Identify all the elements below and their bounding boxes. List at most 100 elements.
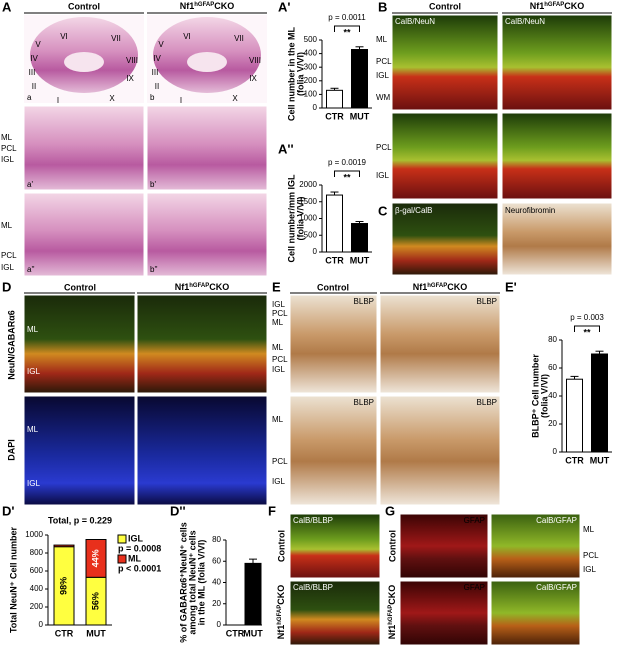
label: II — [155, 82, 159, 91]
label: hGFAP — [277, 605, 283, 625]
label: 400 — [304, 49, 318, 58]
label: b — [150, 93, 155, 102]
label: b' — [150, 180, 156, 189]
label: a'' — [27, 265, 35, 274]
label: Cell number in the ML — [286, 27, 296, 122]
label: X — [232, 94, 238, 103]
label: CKO — [209, 282, 229, 292]
micrograph — [136, 395, 268, 506]
label: CTR — [226, 628, 245, 638]
micrograph — [23, 395, 136, 506]
label: ML — [128, 553, 141, 563]
mutant-label: Nf1hGFAPCKO — [387, 585, 397, 640]
label: PCL — [272, 355, 288, 364]
label: PCL — [272, 457, 288, 466]
label: VII — [111, 34, 121, 43]
label: in the ML (folia V/VI) — [196, 540, 206, 626]
label: Control — [387, 530, 397, 562]
label: IGL — [376, 171, 389, 180]
label: Control — [276, 530, 286, 562]
label: Control — [317, 282, 349, 292]
label: ML — [272, 318, 284, 327]
label: CTR — [565, 455, 584, 465]
label: GFAP — [464, 516, 485, 525]
label: 1500 — [299, 197, 317, 206]
bar — [351, 49, 368, 109]
label: 0 — [39, 620, 44, 629]
label: CalB/GFAP — [536, 516, 577, 525]
label: CalB/NeuN — [505, 17, 545, 26]
label: IV — [153, 54, 161, 63]
label: D — [2, 279, 11, 294]
legend-swatch — [117, 534, 127, 544]
white-matter — [187, 52, 227, 72]
bar — [351, 223, 368, 253]
label: MUT — [86, 628, 106, 638]
bar — [326, 194, 343, 253]
label: IGL — [583, 565, 596, 574]
label: GFAP — [464, 583, 485, 592]
label: Neurofibromin — [505, 206, 555, 215]
label: BLBP — [477, 398, 497, 407]
label: VIII — [249, 56, 261, 65]
label: V — [158, 40, 164, 49]
micrograph — [391, 14, 499, 111]
label: Control — [64, 282, 96, 292]
label: ML — [583, 525, 595, 534]
label: A'' — [278, 141, 294, 156]
label: I — [180, 96, 182, 105]
label: Total, p = 0.229 — [48, 515, 112, 525]
micrograph — [399, 580, 489, 645]
label: VI — [183, 32, 191, 41]
label: MUT — [350, 255, 370, 265]
label: 2000 — [299, 180, 317, 189]
label: hGFAP — [388, 605, 394, 625]
label: CalB/BLBP — [293, 516, 333, 525]
label: CKO — [387, 585, 397, 605]
label: p = 0.0011 — [328, 13, 366, 22]
label: Nf1 — [276, 625, 286, 640]
label: Cell number/mm IGL — [286, 174, 296, 263]
label: VII — [234, 34, 244, 43]
mutant-label: Nf1hGFAPCKO — [175, 282, 230, 292]
bar-segment — [85, 539, 107, 578]
mutant-label: Nf1hGFAPCKO — [276, 585, 286, 640]
label: 60 — [212, 556, 221, 565]
label: IX — [126, 74, 134, 83]
label: I — [57, 96, 59, 105]
label: MUT — [350, 111, 370, 121]
label: ML — [27, 325, 39, 334]
label: CalB/GFAP — [536, 583, 577, 592]
label: a' — [27, 180, 33, 189]
micrograph — [23, 192, 145, 277]
label: CTR — [325, 111, 344, 121]
label: 0 — [553, 447, 558, 456]
micrograph — [146, 105, 268, 191]
micrograph — [379, 294, 501, 394]
label: 500 — [304, 230, 318, 239]
label: IGL — [1, 263, 14, 272]
label: CTR — [325, 255, 344, 265]
micrograph — [289, 395, 378, 506]
label: D' — [2, 503, 14, 518]
label: E' — [505, 279, 517, 294]
label: (folia V/VI) — [295, 196, 305, 240]
label: 100 — [304, 90, 318, 99]
micrograph — [23, 294, 136, 394]
label: IGL — [27, 479, 40, 488]
bracket — [574, 325, 600, 332]
label: PCL — [376, 57, 392, 66]
label: 98% — [58, 577, 68, 595]
label: ** — [343, 27, 351, 37]
label: III — [152, 68, 159, 77]
label: PCL — [583, 551, 599, 560]
micrograph — [490, 580, 581, 645]
label: IGL — [272, 300, 285, 309]
label: ML — [272, 343, 284, 352]
label: Control — [429, 1, 461, 11]
micrograph — [399, 513, 489, 579]
label: IGL — [27, 367, 40, 376]
label: IGL — [128, 533, 144, 543]
label: 1000 — [299, 214, 317, 223]
label: hGFAP — [189, 283, 209, 289]
